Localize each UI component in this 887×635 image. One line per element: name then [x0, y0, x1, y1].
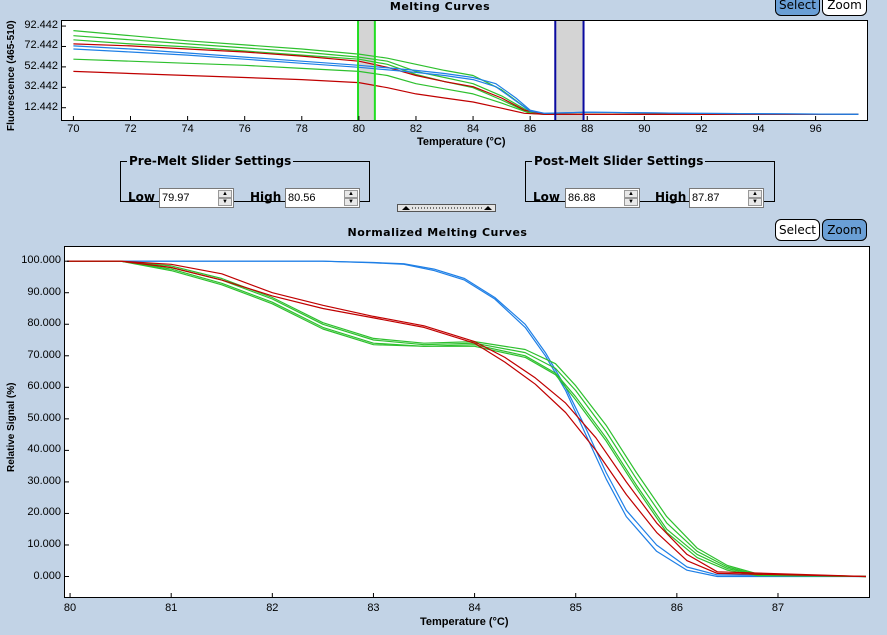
normalized-curves-plot[interactable] [64, 246, 870, 598]
series-line-5 [73, 43, 859, 115]
post-melt-low-label: Low [533, 190, 560, 204]
melting-curves-svg [62, 21, 859, 120]
pre-melt-low-label: Low [128, 190, 155, 204]
post-melt-low-input[interactable] [568, 191, 620, 205]
series-line-4 [67, 260, 867, 578]
normalized-curves-svg [65, 260, 867, 597]
series-line-7 [73, 45, 859, 115]
post-melt-high-down-arrow-icon[interactable]: ▼ [748, 198, 762, 206]
top-y-axis-label: Fluorescence (465-510) [6, 20, 17, 131]
post-melt-high-input[interactable] [692, 191, 744, 205]
x-tick-label: 70 [67, 123, 80, 135]
series-line-5 [67, 260, 867, 578]
post-melt-legend: Post-Melt Slider Settings [534, 154, 704, 168]
y-tick-label: 52.442 [24, 59, 58, 72]
series-line-7 [67, 260, 867, 578]
x-tick-label: 82 [409, 123, 423, 135]
y-tick-label: 10.000 [27, 537, 61, 550]
x-tick-label: 80 [352, 123, 365, 135]
post-melt-region [555, 21, 584, 120]
bottom-select-button[interactable]: Select [775, 219, 820, 241]
splitter-left-arrow-icon [402, 206, 410, 210]
pre-melt-legend: Pre-Melt Slider Settings [129, 154, 292, 168]
x-tick-label: 80 [63, 602, 77, 614]
x-tick-label: 94 [752, 123, 765, 135]
melting-curves-title: Melting Curves [389, 0, 491, 13]
x-tick-label: 81 [165, 602, 178, 614]
x-tick-label: 78 [295, 123, 308, 135]
y-tick-label: 100.000 [21, 254, 61, 267]
pre-melt-high-up-arrow-icon[interactable]: ▲ [344, 190, 358, 198]
y-tick-label: 30.000 [27, 474, 61, 487]
pre-melt-low-down-arrow-icon[interactable]: ▼ [218, 198, 232, 206]
x-tick-label: 83 [367, 602, 380, 614]
y-tick-label: 72.442 [24, 39, 58, 52]
x-tick-label: 87 [771, 602, 785, 614]
x-tick-label: 84 [468, 602, 481, 614]
pre-melt-region [358, 21, 375, 120]
post-melt-slider-settings: Post-Melt Slider Settings Low ▲ ▼ High ▲… [525, 154, 775, 208]
x-tick-label: 85 [569, 602, 582, 614]
pre-melt-low-up-arrow-icon[interactable]: ▲ [218, 190, 232, 198]
y-tick-label: 60.000 [27, 380, 61, 393]
y-tick-label: 12.442 [24, 100, 58, 113]
series-line-1 [67, 260, 866, 578]
pre-melt-high-spinner[interactable]: ▲ ▼ [285, 188, 360, 208]
post-melt-low-up-arrow-icon[interactable]: ▲ [624, 190, 638, 198]
x-tick-label: 86 [524, 123, 537, 135]
pre-melt-high-down-arrow-icon[interactable]: ▼ [344, 198, 358, 206]
pre-melt-low-spinner[interactable]: ▲ ▼ [159, 188, 234, 208]
y-tick-label: 92.442 [24, 19, 58, 32]
x-tick-label: 82 [266, 602, 279, 614]
top-x-axis-label: Temperature (°C) [417, 136, 506, 148]
y-tick-label: 20.000 [27, 506, 61, 519]
x-tick-label: 76 [238, 123, 251, 135]
pre-melt-slider-settings: Pre-Melt Slider Settings Low ▲ ▼ High ▲ … [120, 154, 370, 208]
post-melt-low-spinner[interactable]: ▲ ▼ [565, 188, 640, 208]
y-tick-label: 80.000 [27, 317, 61, 330]
series-line-6 [67, 260, 867, 578]
post-melt-high-up-arrow-icon[interactable]: ▲ [748, 190, 762, 198]
bottom-zoom-button[interactable]: Zoom [822, 219, 867, 241]
y-tick-label: 32.442 [24, 80, 58, 93]
series-line-6 [73, 70, 859, 115]
post-melt-high-spinner[interactable]: ▲ ▼ [689, 188, 764, 208]
top-zoom-button[interactable]: Zoom [822, 0, 867, 16]
y-tick-label: 0.000 [33, 569, 61, 582]
post-melt-high-label: High [655, 190, 687, 204]
y-tick-label: 40.000 [27, 443, 61, 456]
series-line-2 [67, 260, 867, 578]
x-tick-label: 72 [124, 123, 137, 135]
pre-melt-low-input[interactable] [162, 191, 214, 205]
pre-melt-high-input[interactable] [288, 191, 340, 205]
y-tick-label: 90.000 [27, 285, 61, 298]
x-tick-label: 74 [181, 123, 194, 135]
x-tick-label: 84 [466, 123, 480, 135]
melting-curves-plot[interactable] [61, 20, 868, 121]
bottom-x-axis-label: Temperature (°C) [420, 616, 509, 628]
splitter-right-arrow-icon [484, 206, 492, 210]
post-melt-low-down-arrow-icon[interactable]: ▼ [624, 198, 638, 206]
x-tick-label: 86 [670, 602, 683, 614]
series-line-8 [67, 260, 867, 578]
top-select-button[interactable]: Select [775, 0, 820, 16]
x-tick-label: 90 [638, 123, 651, 135]
x-tick-label: 92 [695, 123, 708, 135]
series-line-1 [73, 30, 859, 115]
normalized-curves-title: Normalized Melting Curves [347, 226, 528, 239]
x-tick-label: 88 [581, 123, 594, 135]
y-tick-label: 70.000 [27, 348, 61, 361]
y-tick-label: 50.000 [27, 411, 61, 424]
pre-melt-high-label: High [250, 190, 282, 204]
bottom-y-axis-label: Relative Signal (%) [6, 382, 17, 472]
series-line-8 [73, 48, 859, 115]
x-tick-label: 96 [809, 123, 822, 135]
series-line-3 [67, 260, 867, 578]
panel-splitter-handle[interactable] [397, 204, 496, 212]
